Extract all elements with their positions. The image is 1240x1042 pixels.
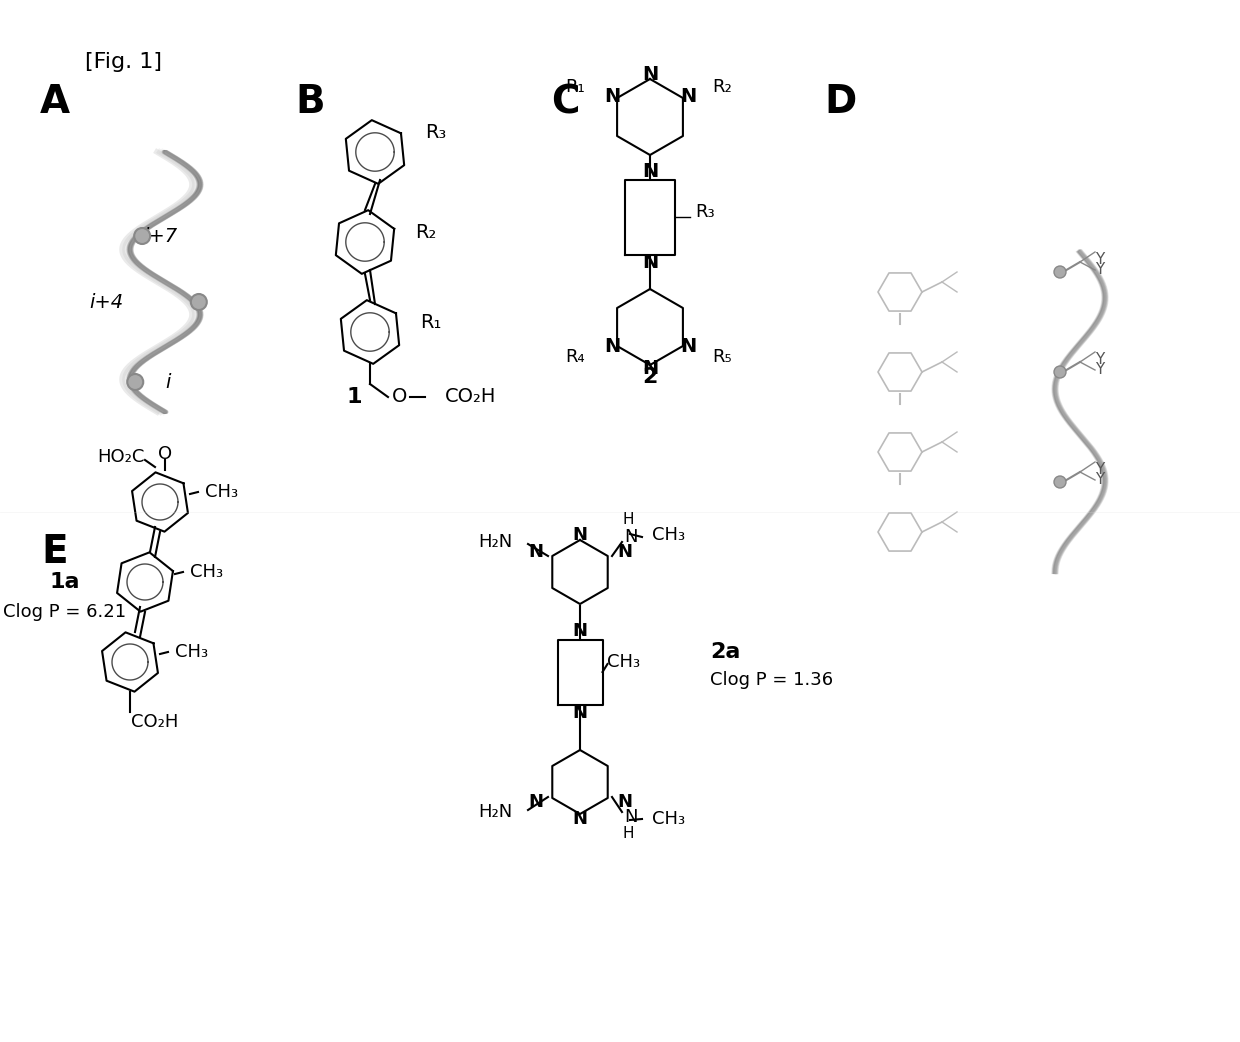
- Text: Y: Y: [1095, 472, 1105, 488]
- Text: N: N: [573, 526, 588, 544]
- Text: Y: Y: [1095, 363, 1105, 377]
- Circle shape: [128, 374, 144, 390]
- Text: R₃: R₃: [694, 203, 714, 221]
- Text: H: H: [622, 826, 634, 842]
- Text: H: H: [622, 513, 634, 527]
- Text: R₁: R₁: [420, 313, 441, 331]
- Circle shape: [191, 294, 207, 311]
- Text: N: N: [618, 793, 632, 811]
- Text: R₂: R₂: [415, 223, 436, 242]
- Text: i+4: i+4: [89, 293, 124, 312]
- Text: CO₂H: CO₂H: [131, 713, 179, 731]
- Text: N: N: [604, 88, 620, 106]
- Text: Clog P = 6.21: Clog P = 6.21: [4, 603, 126, 621]
- Text: 1: 1: [346, 387, 362, 407]
- Text: CH₃: CH₃: [205, 483, 238, 501]
- Text: 1a: 1a: [50, 572, 81, 592]
- Text: N: N: [642, 162, 658, 181]
- Text: O: O: [392, 388, 408, 406]
- Text: R₂: R₂: [712, 78, 732, 96]
- Text: N: N: [604, 338, 620, 356]
- Text: A: A: [40, 83, 71, 121]
- Text: N: N: [573, 810, 588, 828]
- Text: CH₃: CH₃: [608, 653, 641, 671]
- Text: R₃: R₃: [425, 123, 446, 142]
- Text: N: N: [680, 338, 696, 356]
- Text: N: N: [618, 543, 632, 561]
- Text: [Fig. 1]: [Fig. 1]: [86, 52, 162, 72]
- Text: N: N: [528, 793, 543, 811]
- Circle shape: [1054, 476, 1066, 488]
- Text: Y: Y: [1095, 463, 1105, 477]
- Text: N: N: [642, 66, 658, 84]
- Text: Clog P = 1.36: Clog P = 1.36: [711, 671, 833, 689]
- Text: O: O: [157, 445, 172, 463]
- Text: N: N: [624, 808, 637, 826]
- Circle shape: [1054, 266, 1066, 278]
- Text: Y: Y: [1095, 352, 1105, 368]
- Text: N: N: [573, 622, 588, 641]
- Text: CH₃: CH₃: [652, 810, 686, 828]
- Text: i: i: [165, 372, 170, 392]
- Text: CH₃: CH₃: [175, 643, 208, 661]
- Text: Y: Y: [1095, 252, 1105, 268]
- Text: R₅: R₅: [712, 348, 732, 366]
- Text: E: E: [42, 534, 68, 571]
- Text: H₂N: H₂N: [479, 803, 513, 821]
- Circle shape: [134, 228, 150, 244]
- Text: CO₂H: CO₂H: [445, 388, 496, 406]
- Text: 2a: 2a: [711, 642, 740, 662]
- Text: H₂N: H₂N: [479, 534, 513, 551]
- Text: D: D: [823, 83, 856, 121]
- Text: N: N: [642, 359, 658, 378]
- Text: i+7: i+7: [143, 226, 177, 246]
- Text: N: N: [642, 253, 658, 272]
- Text: 2: 2: [642, 367, 657, 387]
- Text: R₁: R₁: [565, 78, 585, 96]
- Text: R₄: R₄: [565, 348, 585, 366]
- Text: N: N: [528, 543, 543, 561]
- Circle shape: [1054, 366, 1066, 378]
- Text: B: B: [295, 83, 325, 121]
- Text: C: C: [551, 83, 579, 121]
- Text: N: N: [573, 703, 588, 721]
- Text: Y: Y: [1095, 263, 1105, 277]
- Text: CH₃: CH₃: [652, 526, 686, 544]
- Text: N: N: [680, 88, 696, 106]
- Text: N: N: [624, 528, 637, 546]
- Text: CH₃: CH₃: [190, 563, 223, 581]
- Text: HO₂C: HO₂C: [98, 448, 145, 466]
